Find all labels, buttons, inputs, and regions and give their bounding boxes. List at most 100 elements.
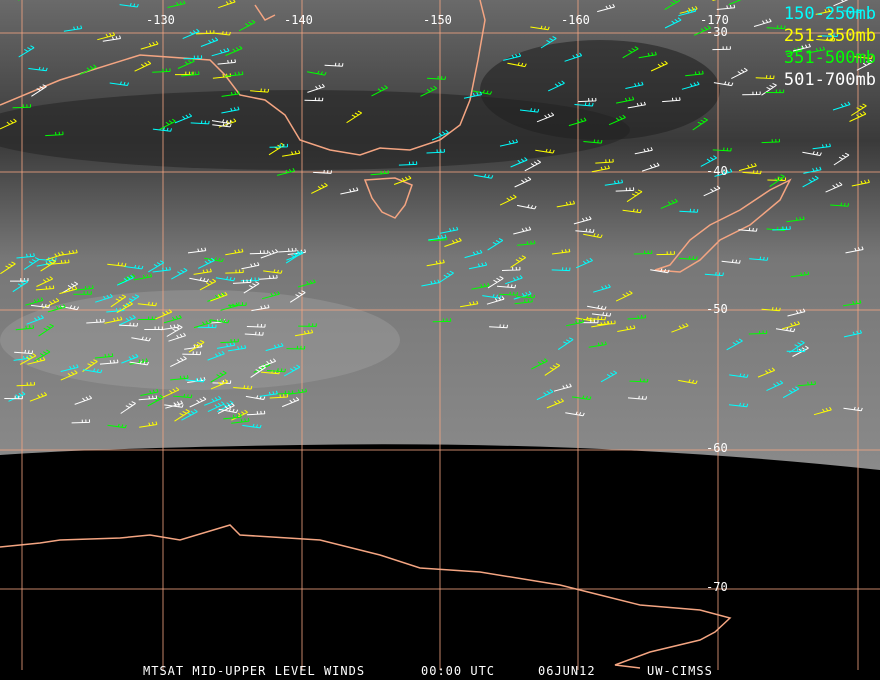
- lat-label: -50: [706, 302, 728, 316]
- wind-barb: [340, 187, 359, 195]
- wind-barb: [251, 304, 270, 312]
- wind-barb: [802, 151, 822, 156]
- wind-barb: [210, 291, 228, 302]
- wind-barb: [233, 385, 253, 390]
- wind-barb: [218, 408, 239, 414]
- wind-barb: [47, 304, 66, 313]
- wind-barb: [99, 359, 119, 365]
- antarctica-coast: [0, 524, 732, 669]
- wind-barb: [487, 238, 504, 251]
- australia-coast: [0, 0, 486, 156]
- wind-barb: [31, 84, 47, 97]
- wind-barb: [193, 268, 212, 275]
- wind-barb: [261, 291, 280, 300]
- wind-barb: [514, 176, 532, 188]
- wind-barb: [181, 71, 200, 77]
- wind-barb: [223, 413, 242, 420]
- wind-barb: [217, 59, 236, 65]
- wind-barb: [242, 423, 262, 429]
- wind-barb: [787, 308, 806, 317]
- wind-barb: [250, 88, 270, 93]
- wind-barb: [107, 262, 127, 267]
- wind-barb: [712, 46, 731, 51]
- wind-barb: [74, 395, 93, 405]
- wind-barb: [426, 149, 445, 154]
- wind-barb: [579, 319, 599, 324]
- wind-barb: [486, 296, 505, 305]
- wind-barb: [536, 112, 555, 123]
- wind-barb: [183, 55, 203, 60]
- wind-barb: [217, 402, 235, 414]
- wind-barb: [591, 165, 610, 173]
- wind-barb: [38, 323, 54, 337]
- wind-barb: [575, 228, 595, 233]
- wind-barb: [843, 406, 863, 412]
- wind-barb: [240, 277, 260, 282]
- wind-barb: [120, 401, 136, 414]
- wind-barb: [501, 266, 521, 271]
- legend-501-700: 501-700mb: [783, 70, 876, 90]
- wind-barb: [12, 104, 32, 109]
- wind-barb: [216, 400, 234, 413]
- wind-barb: [298, 323, 317, 327]
- wind-barb: [575, 257, 593, 269]
- wind-barb: [514, 298, 533, 305]
- wind-barb: [109, 81, 129, 86]
- wind-barb: [775, 327, 796, 333]
- wind-barb: [207, 292, 225, 302]
- wind-barb: [766, 380, 784, 392]
- wind-barb: [728, 0, 742, 6]
- wind-barb: [160, 324, 180, 331]
- wind-barb: [371, 85, 388, 97]
- wind-barb: [16, 381, 36, 387]
- wind-barb: [638, 51, 657, 59]
- wind-barb: [119, 322, 138, 327]
- wind-barb: [438, 270, 454, 284]
- wind-barb: [544, 363, 561, 376]
- wind-barb: [679, 5, 698, 14]
- wind-barb: [190, 120, 210, 125]
- wind-barb: [587, 316, 606, 321]
- wind-barb: [813, 406, 832, 416]
- wind-barb: [159, 118, 176, 130]
- wind-barb: [420, 85, 437, 97]
- kangaroo-island: [254, 4, 276, 21]
- wind-barb: [123, 264, 144, 270]
- wind-barb: [546, 398, 564, 409]
- wind-barb: [269, 143, 288, 148]
- wind-barb: [856, 59, 874, 71]
- wind-barb: [712, 147, 732, 152]
- wind-barb: [28, 66, 48, 72]
- wind-barb: [757, 367, 776, 378]
- wind-barb: [218, 0, 236, 9]
- wind-barb: [517, 240, 536, 246]
- wind-barb: [593, 284, 611, 293]
- wind-barb: [588, 341, 607, 348]
- wind-barb: [849, 111, 867, 122]
- wind-barb: [195, 30, 215, 35]
- lon-label: -140: [284, 13, 313, 27]
- wind-barb: [148, 260, 165, 273]
- wind-barb: [175, 71, 194, 76]
- wind-barb: [685, 70, 704, 77]
- wind-barb: [499, 194, 517, 206]
- wind-barb: [144, 326, 163, 330]
- wind-barb: [515, 294, 535, 299]
- wind-barb: [207, 401, 225, 413]
- wind-barb: [678, 379, 698, 385]
- wind-barb: [211, 47, 230, 57]
- wind-barb: [843, 329, 863, 338]
- wind-barb: [815, 7, 834, 15]
- wind-barb: [289, 290, 306, 303]
- wind-barb: [693, 25, 711, 36]
- wind-barb: [185, 377, 205, 383]
- wind-barb: [627, 395, 647, 400]
- wind-barb: [833, 152, 850, 166]
- wind-barb: [755, 75, 775, 80]
- lon-label: -130: [146, 13, 175, 27]
- wind-barb: [227, 345, 247, 352]
- wind-barb: [282, 397, 300, 408]
- wind-barb: [166, 324, 183, 337]
- wind-barb: [221, 90, 240, 97]
- wind-barb: [163, 314, 182, 324]
